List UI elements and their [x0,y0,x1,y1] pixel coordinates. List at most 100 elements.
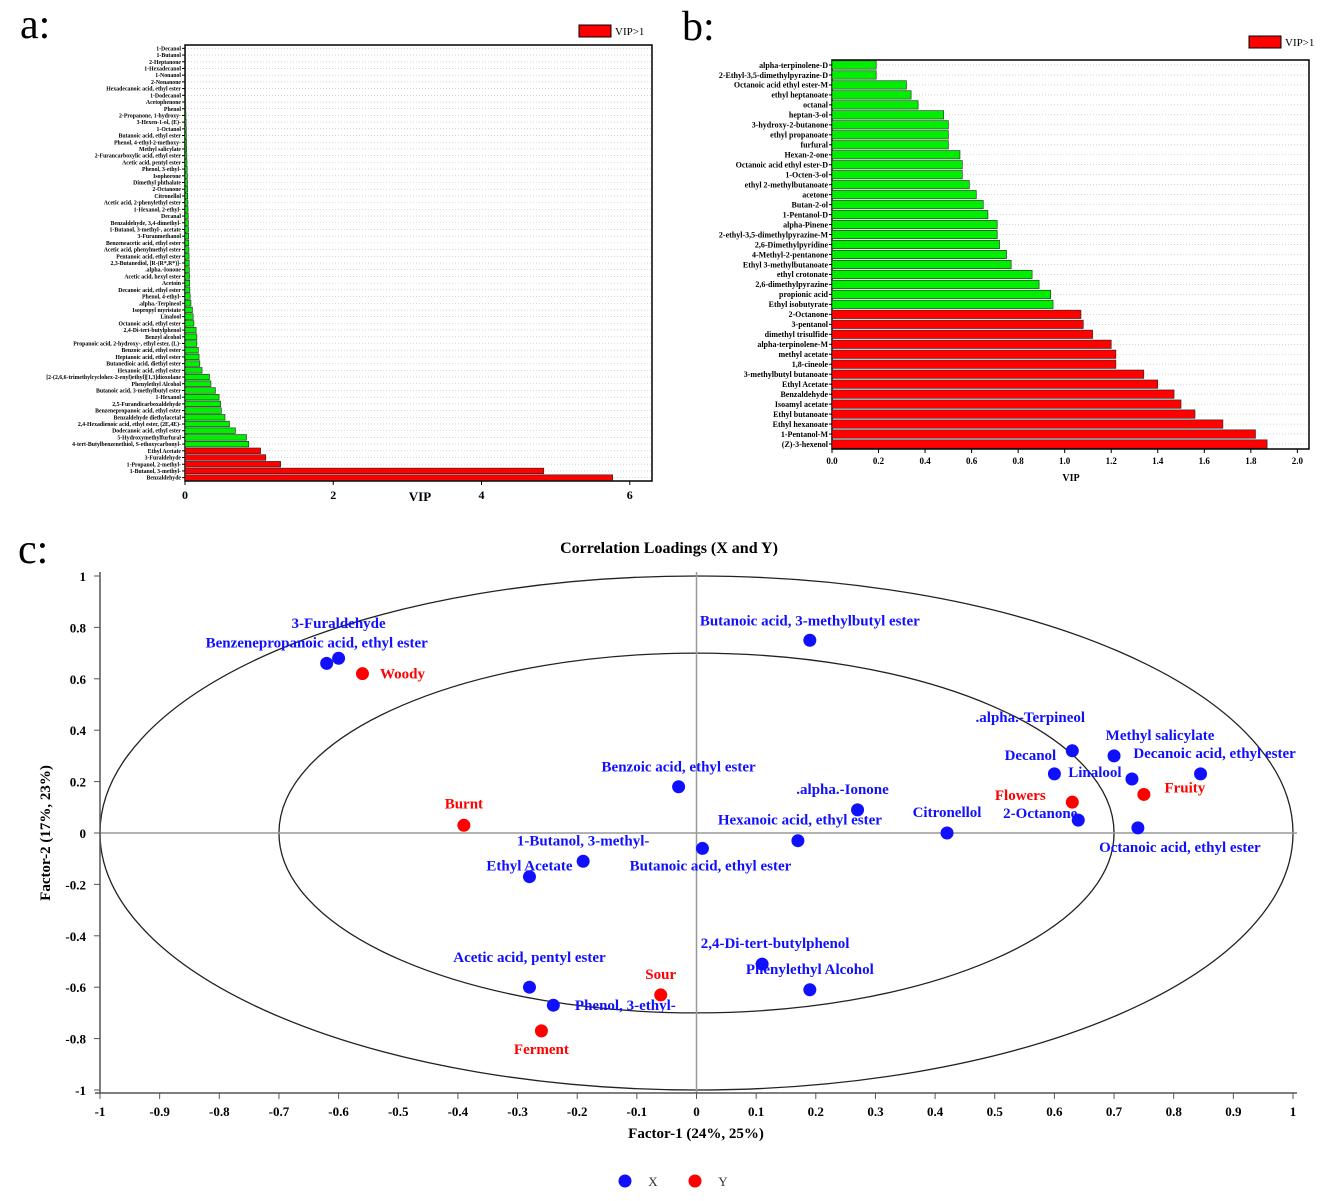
category-label: Methyl salicylate [139,147,181,153]
bar [184,273,190,280]
category-label: Isophorone [153,174,181,180]
bar [184,447,261,454]
bar [184,246,190,253]
y-tick-label: 1 [80,569,87,584]
category-label: Linalool [160,315,181,321]
bar [184,159,188,166]
category-label: 3-Hexen-1-ol, (E)- [137,119,182,126]
bar [184,360,201,367]
point-label: Woody [380,667,426,683]
point-label: Octanoic acid, ethyl ester [1099,840,1261,856]
x-tick-label: 1 [1290,1104,1297,1119]
bar [184,112,187,119]
x-tick-label: 4 [479,488,485,502]
bar [184,394,220,401]
category-label: Benzenepropanoic acid, ethyl ester [95,409,181,415]
x-tick-label: -1 [95,1104,106,1119]
x-tick-label: -0.7 [269,1104,290,1119]
bar [184,233,189,240]
bar [184,474,614,481]
bar [184,192,189,200]
bar [184,400,221,407]
category-label: 5-Hydroxymethylfurfural [117,435,181,441]
x-variable-point [695,841,709,855]
x-variable-point [940,826,954,840]
bar [184,300,192,307]
x-tick-label: 0.8 [1013,456,1025,466]
category-label: Hexadecanoic acid, ethyl ester [106,87,181,93]
y-tick-label: 0 [80,826,87,841]
legend-marker [688,1174,702,1188]
bar [831,279,1040,289]
category-label: Ethyl isobutyrate [769,300,829,309]
category-label: Decanoic acid, ethyl ester [118,288,181,294]
bar [831,150,961,160]
bar [184,461,281,468]
category-label: [2-(2,6,6-trimethylcyclohex-2-enyl)ethyl… [46,374,181,381]
x-variable-point [1071,813,1085,827]
bar [184,333,198,340]
category-label: 1-Nonanol [155,73,181,79]
x-tick-label: 0.7 [1106,1104,1123,1119]
x-tick-label: 0.2 [808,1104,824,1119]
category-label: 2,5-Furandicarboxaldehyde [112,402,181,408]
point-label: 2-Octanone [1003,806,1078,822]
legend-label: VIP>1 [1285,37,1314,49]
x-tick-label: -0.9 [149,1104,170,1119]
bar [831,259,1012,269]
category-label: 2-Heptanone [149,60,181,66]
y-tick-label: -0.6 [65,980,86,995]
x-tick-label: 0.4 [927,1104,944,1119]
category-label: Acetophenone [146,100,182,106]
bar [831,409,1196,419]
x-tick-label: -0.8 [209,1104,230,1119]
bar [184,139,187,146]
x-tick-label: -0.5 [388,1104,409,1119]
category-label: Butanoic acid, 3-methylbutyl ester [96,388,181,394]
bar [831,429,1256,439]
point-label: Butanoic acid, 3-methylbutyl ester [700,613,920,629]
point-label: Sour [645,967,676,983]
bar [184,58,186,65]
y-tick-label: -1 [75,1083,86,1098]
category-label: 1-Butanol, 3-methyl-, acetate [110,227,182,233]
bar [831,200,984,210]
x-tick-label: 0.6 [1046,1104,1063,1119]
y-axis-label: Factor-2 (17%, 23%) [38,765,54,901]
category-label: Propanoic acid, 2-hydroxy-, ethyl ester,… [73,341,181,348]
panel-label-a: a: [20,2,50,48]
bar [184,313,194,320]
category-label: 1-Hexanol [156,395,182,401]
bar [184,199,189,206]
x-tick-label: -0.4 [448,1104,469,1119]
bar [184,152,188,159]
category-label: ethyl propanoate [770,131,828,140]
vip-chart-a: 1-Decanol1-Butanol2-Heptanone1-Hexadecan… [46,24,653,504]
category-label: 1-Pentanol-M [781,430,829,439]
point-label: 1-Butanol, 3-methyl- [517,833,650,849]
bar [184,373,210,381]
x-tick-label: 1.0 [1059,456,1071,466]
category-label: (Z)-3-hexenol [782,440,829,449]
y-variable-point [355,667,369,681]
y-tick-label: 0.2 [70,775,86,790]
bar [184,387,216,394]
point-label: Ethyl Acetate [486,859,573,875]
category-label: .alpha.-Ionone [145,268,181,274]
category-label: 1-Butanol [157,53,182,59]
category-label: Dimethyl phthalate [133,181,181,187]
point-label: Decanol [1005,748,1057,764]
bar [184,226,189,233]
bar [831,60,877,70]
x-tick-label: 1.4 [1152,456,1164,466]
bar [184,280,190,287]
bar [184,367,203,374]
category-label: Citronellol [154,194,181,200]
category-label: acetone [802,190,828,199]
category-label: Decanal [161,214,181,220]
x-variable-point [791,834,805,848]
category-label: 2,6-dimethylpyrazine [755,280,828,289]
y-tick-label: -0.2 [65,877,86,892]
x-tick-label: 0.5 [987,1104,1004,1119]
